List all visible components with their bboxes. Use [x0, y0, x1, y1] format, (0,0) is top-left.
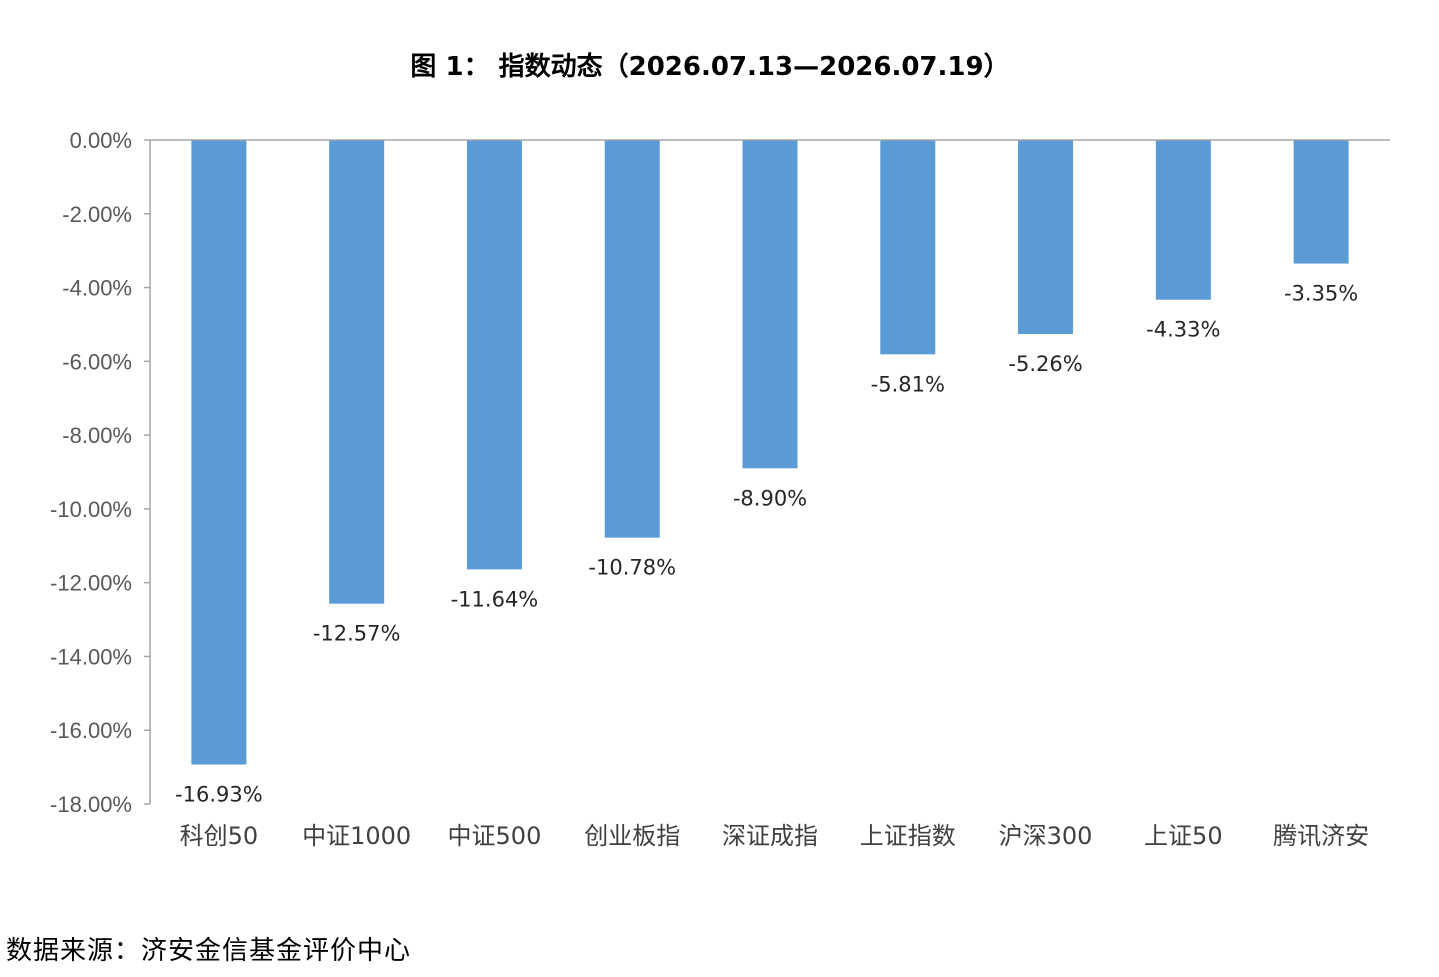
category-label: 中证500 — [448, 822, 542, 850]
y-tick-label: -18.00% — [50, 792, 132, 817]
category-label: 科创50 — [180, 822, 259, 850]
data-label: -12.57% — [313, 622, 401, 646]
source-note: 数据来源：济安金信基金评价中心 — [6, 936, 412, 966]
chart-title: 图 1： 指数动态（2026.07.13—2026.07.19） — [410, 52, 1010, 82]
y-tick-label: -2.00% — [62, 202, 132, 227]
y-tick-label: 0.00% — [70, 128, 132, 153]
y-tick-label: -12.00% — [50, 571, 132, 596]
bar — [604, 140, 660, 538]
data-label: -5.81% — [871, 372, 945, 396]
bar — [466, 140, 522, 570]
bar — [191, 140, 247, 765]
data-label: -8.90% — [733, 486, 807, 510]
category-label: 创业板指 — [584, 822, 680, 850]
data-label: -16.93% — [175, 783, 263, 807]
y-tick-label: -4.00% — [62, 276, 132, 301]
category-label: 上证50 — [1144, 822, 1223, 850]
bar — [1293, 140, 1349, 264]
y-tick-label: -8.00% — [62, 423, 132, 448]
bar — [880, 140, 936, 355]
y-tick-label: -10.00% — [50, 497, 132, 522]
data-label: -5.26% — [1008, 352, 1082, 376]
data-label: -10.78% — [588, 556, 676, 580]
data-label: -4.33% — [1146, 318, 1220, 342]
y-tick-label: -16.00% — [50, 718, 132, 743]
category-label: 中证1000 — [302, 822, 411, 850]
plot-area: 0.00% -2.00% -4.00% -6.00% -8.00% -10.00% -12.… — [50, 128, 1390, 850]
category-label: 深证成指 — [722, 822, 818, 850]
data-label: -11.64% — [451, 587, 539, 611]
y-tick-label: -6.00% — [62, 349, 132, 374]
y-tick-label: -14.00% — [50, 644, 132, 669]
bar — [742, 140, 798, 469]
category-label: 上证指数 — [860, 822, 956, 850]
category-label: 腾讯济安 — [1273, 822, 1369, 850]
data-label: -3.35% — [1284, 282, 1358, 306]
bar — [1155, 140, 1211, 300]
bar — [329, 140, 385, 604]
category-label: 沪深300 — [999, 822, 1093, 850]
bar — [1018, 140, 1074, 335]
